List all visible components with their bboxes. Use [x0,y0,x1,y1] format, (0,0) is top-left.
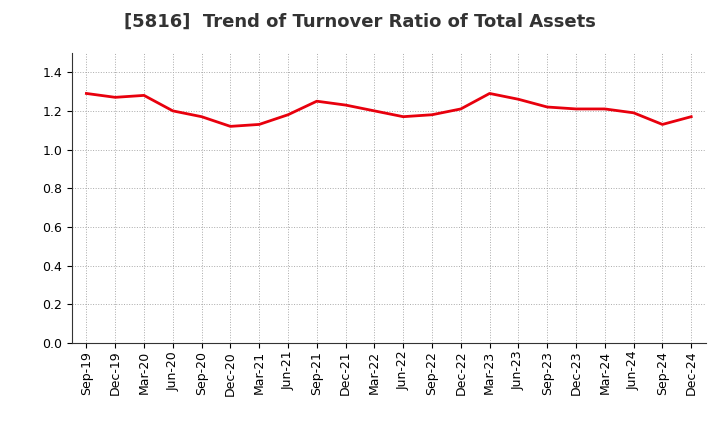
Text: [5816]  Trend of Turnover Ratio of Total Assets: [5816] Trend of Turnover Ratio of Total … [124,13,596,31]
